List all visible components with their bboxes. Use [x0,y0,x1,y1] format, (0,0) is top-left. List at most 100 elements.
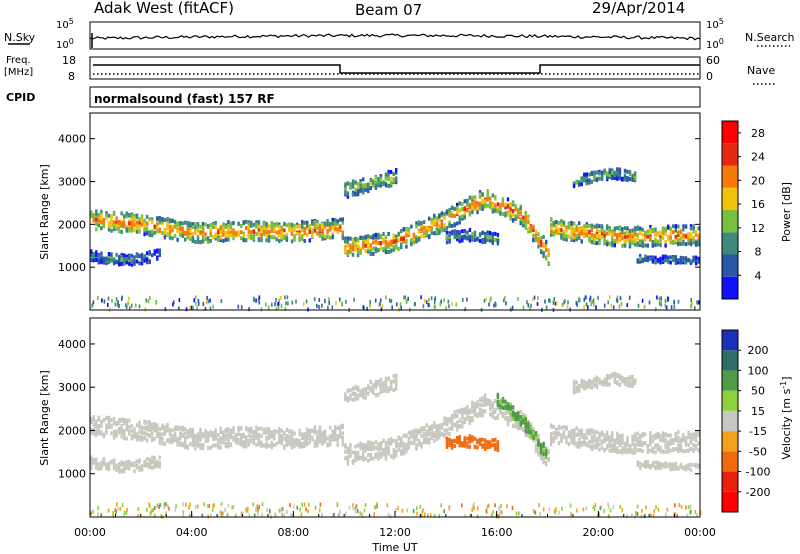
data-cell [412,438,416,443]
data-cell [603,237,606,242]
data-cell [430,424,433,429]
data-cell [598,224,601,229]
data-cell [654,450,657,455]
data-cell [659,433,662,438]
data-cell [379,454,383,459]
data-cell [161,425,164,430]
data-cell [354,187,357,192]
data-cell [517,426,520,431]
clutter-cell [164,307,167,312]
clutter-cell [258,300,261,305]
data-cell [374,454,378,459]
data-cell [608,374,611,379]
clutter-cell [626,303,629,308]
data-cell [143,431,146,436]
data-cell [514,424,517,429]
data-cell [450,205,454,210]
clutter-cell [151,508,153,513]
clutter-cell [587,305,589,310]
data-cell [443,228,446,233]
data-cell [578,444,581,449]
data-cell [143,463,146,468]
data-cell [639,465,642,470]
data-cell [194,222,197,226]
clutter-cell [313,297,316,302]
clutter-cell [642,514,645,519]
data-cell [608,436,611,441]
data-cell [173,224,177,229]
data-cell [603,448,606,453]
data-cell [542,250,545,255]
data-cell [354,453,357,457]
data-cell [318,223,322,228]
clutter-cell [610,303,613,308]
data-cell [362,391,365,396]
data-cell [443,212,446,217]
data-cell [173,233,177,238]
data-cell [377,183,380,188]
data-cell [95,457,98,462]
data-cell [138,465,141,470]
data-cell [542,444,545,449]
clutter-cell [188,505,190,510]
data-cell [585,172,588,177]
data-cell [621,177,624,182]
data-cell [138,229,141,234]
data-cell [224,442,228,446]
clutter-cell [422,304,425,309]
data-cell [639,230,642,235]
data-cell [555,427,558,432]
data-cell [572,226,576,231]
clutter-cell [395,508,397,513]
data-cell [387,231,390,236]
data-cell [214,431,217,436]
velocity-ylabel: Slant Range [km] [38,370,51,466]
data-cell [257,236,261,241]
clutter-cell [122,513,125,518]
data-cell [120,257,123,262]
data-cell [140,431,144,436]
data-cell [168,229,172,234]
data-cell [219,238,222,242]
data-cell [92,422,95,427]
data-cell [377,444,380,449]
data-cell [367,440,370,445]
data-cell [433,213,436,218]
data-cell [151,233,154,238]
data-cell [466,203,469,208]
colorbar-segment [722,121,738,144]
data-cell [400,436,403,441]
clutter-cell [363,508,366,513]
data-cell [674,432,677,437]
data-cell [97,424,100,428]
data-cell [313,439,317,444]
data-cell [199,445,202,450]
data-cell [402,433,405,438]
data-cell [359,389,362,394]
data-cell [400,237,403,241]
clutter-cell [471,508,473,513]
data-cell [631,451,634,455]
data-cell [616,226,619,231]
clutter-cell [612,505,615,509]
clutter-cell [424,298,426,303]
data-cell [501,399,505,404]
data-cell [463,215,466,220]
data-cell [283,430,286,435]
data-cell [107,425,111,429]
data-cell [245,444,248,449]
data-cell [585,428,588,433]
data-cell [583,433,586,438]
data-cell [293,233,296,238]
noise-panel: N.Sky 105 100 105 100 N.Search [4,17,795,51]
clutter-cell [483,298,486,303]
clutter-cell [303,502,306,507]
data-cell [430,431,433,436]
clutter-cell [135,303,137,308]
clutter-cell [92,300,95,305]
data-cell [339,217,342,222]
data-cell [217,441,220,446]
data-cell [349,448,352,453]
data-cell [557,424,561,429]
data-cell [145,260,149,265]
